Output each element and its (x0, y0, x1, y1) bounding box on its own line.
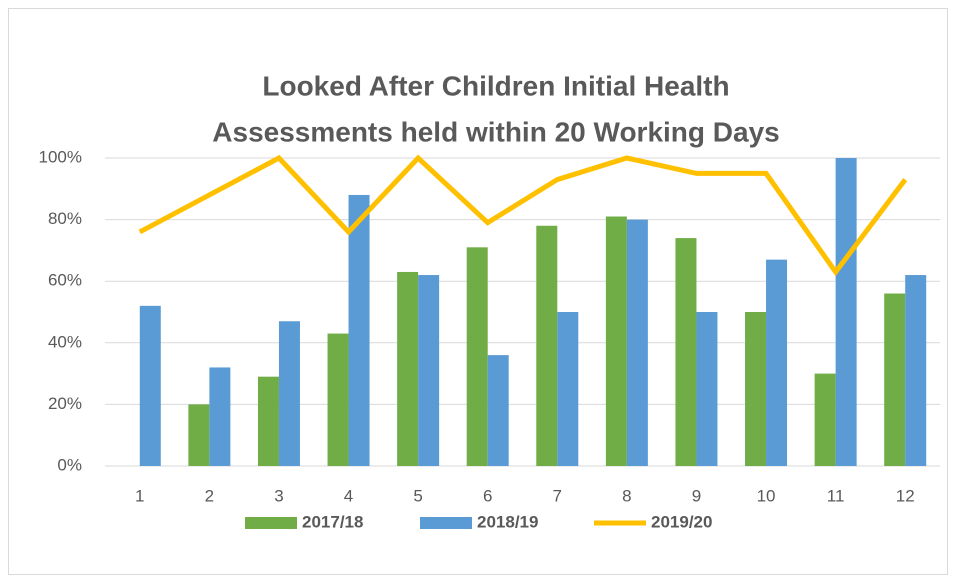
bar (905, 275, 927, 466)
bar (209, 367, 231, 466)
legend-swatch (245, 517, 297, 529)
line (138, 154, 908, 277)
legend-label: 2019/20 (651, 512, 712, 531)
bar (466, 247, 488, 466)
x-tick-label: 8 (622, 486, 631, 505)
x-tick-label: 6 (483, 486, 492, 505)
bar (557, 312, 579, 466)
bar (278, 321, 300, 466)
y-tick-label: 0% (57, 455, 82, 474)
bar (745, 312, 767, 466)
y-tick-label: 60% (48, 271, 82, 290)
x-tick-label: 1 (135, 486, 144, 505)
bar (257, 376, 279, 466)
y-tick-label: 20% (48, 394, 82, 413)
bar (418, 275, 440, 466)
bar (766, 259, 788, 466)
y-tick-label: 100% (39, 147, 82, 166)
x-tick-label: 11 (827, 486, 845, 505)
x-tick-label: 9 (692, 486, 701, 505)
bar (835, 158, 857, 466)
legend-label: 2018/19 (477, 512, 538, 531)
chart-title: Assessments held within 20 Working Days (212, 116, 779, 147)
x-tick-label: 7 (553, 486, 562, 505)
x-tick-label: 2 (205, 486, 214, 505)
bar (327, 333, 349, 466)
chart-title: Looked After Children Initial Health (262, 70, 729, 101)
legend-label: 2017/18 (302, 512, 363, 531)
bar (139, 305, 161, 466)
x-tick-label: 4 (344, 486, 353, 505)
bar (605, 216, 627, 466)
bar (696, 312, 718, 466)
bar (487, 355, 509, 466)
x-tick-label: 3 (274, 486, 283, 505)
x-tick-label: 12 (896, 486, 915, 505)
x-tick-label: 10 (757, 486, 776, 505)
bar (188, 404, 210, 466)
bar (536, 225, 558, 466)
bar (626, 219, 648, 466)
bar (348, 194, 370, 466)
y-tick-label: 40% (48, 332, 82, 351)
bar (397, 271, 419, 466)
bar (884, 293, 906, 466)
bar (675, 238, 697, 466)
legend-swatch (420, 517, 472, 529)
bar (814, 373, 836, 466)
y-tick-label: 80% (48, 209, 82, 228)
x-tick-label: 5 (413, 486, 422, 505)
